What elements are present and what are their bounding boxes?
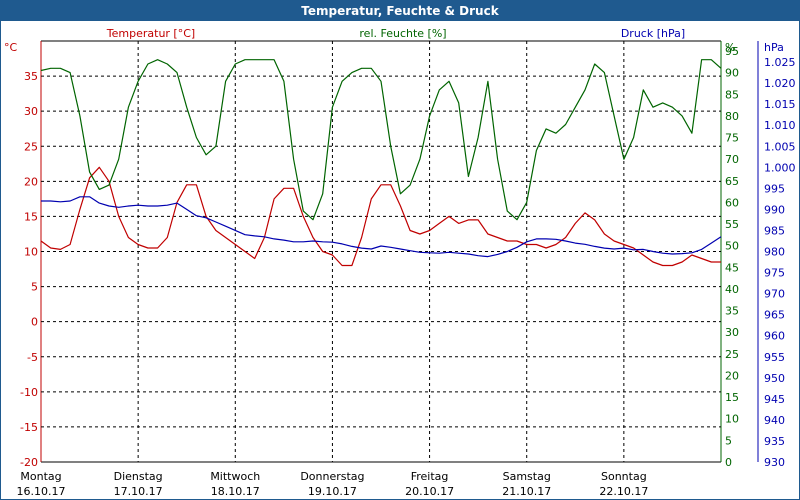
tick-label-temperature: -10 <box>20 386 38 399</box>
series-pressure <box>41 196 722 258</box>
x-label-day: Mittwoch <box>210 470 260 483</box>
tick-label-pressure: 955 <box>764 351 785 364</box>
tick-label-pressure: 1.010 <box>764 119 796 132</box>
x-label-day: Dienstag <box>114 470 163 483</box>
legend-temperature: Temperatur [°C] <box>106 27 195 40</box>
tick-label-humidity: 10 <box>725 413 739 426</box>
tick-label-pressure: 970 <box>764 288 785 301</box>
tick-label-pressure: 995 <box>764 182 785 195</box>
tick-label-temperature: 25 <box>24 140 38 153</box>
tick-label-temperature: 30 <box>24 105 38 118</box>
tick-label-temperature: 10 <box>24 246 38 259</box>
tick-label-temperature: 5 <box>31 281 38 294</box>
tick-label-temperature: 15 <box>24 210 38 223</box>
x-label-day: Sonntag <box>601 470 647 483</box>
tick-label-pressure: 930 <box>764 456 785 469</box>
tick-label-humidity: 30 <box>725 326 739 339</box>
tick-label-pressure: 950 <box>764 372 785 385</box>
x-label-day: Samstag <box>503 470 551 483</box>
tick-label-pressure: 935 <box>764 435 785 448</box>
tick-label-pressure: 975 <box>764 267 785 280</box>
x-label-date: 16.10.17 <box>17 485 66 498</box>
left-axis-ticks: 35 30 25 20 15 10 5 0 -5 -10 -15 -20 <box>20 70 38 469</box>
tick-label-pressure: 965 <box>764 309 785 322</box>
tick-label-humidity: 25 <box>725 348 739 361</box>
tick-label-humidity: 75 <box>725 132 739 145</box>
tick-label-humidity: 90 <box>725 67 739 80</box>
tick-label-pressure: 980 <box>764 246 785 259</box>
x-axis-ticks: Montag 16.10.17 Dienstag 17.10.17 Mittwoch 18… <box>17 470 649 498</box>
tick-label-pressure: 940 <box>764 414 785 427</box>
tick-label-pressure: 1.020 <box>764 77 796 90</box>
tick-label-humidity: 20 <box>725 369 739 382</box>
tick-label-humidity: 45 <box>725 261 739 274</box>
series-lines <box>40 59 722 267</box>
tick-label-humidity: 50 <box>725 240 739 253</box>
tick-label-humidity: 35 <box>725 305 739 318</box>
tick-label-temperature: 0 <box>31 316 38 329</box>
unit-right-percent: % <box>725 41 735 54</box>
tick-label-pressure: 990 <box>764 203 785 216</box>
tick-label-pressure: 1.000 <box>764 161 796 174</box>
tick-label-pressure: 1.005 <box>764 140 796 153</box>
tick-label-humidity: 65 <box>725 175 739 188</box>
tick-label-pressure: 985 <box>764 224 785 237</box>
series-humidity <box>40 59 722 221</box>
tick-label-temperature: -5 <box>27 351 38 364</box>
x-label-date: 21.10.17 <box>502 485 551 498</box>
grid-lines <box>40 40 759 463</box>
tick-label-humidity: 0 <box>725 456 732 469</box>
tick-label-humidity: 80 <box>725 110 739 123</box>
x-label-day: Donnerstag <box>300 470 364 483</box>
tick-label-pressure: 960 <box>764 330 785 343</box>
legend-humidity: rel. Feuchte [%] <box>359 27 446 40</box>
x-label-date: 17.10.17 <box>114 485 163 498</box>
tick-label-humidity: 55 <box>725 218 739 231</box>
tick-label-temperature: -20 <box>20 456 38 469</box>
tick-label-temperature: -15 <box>20 421 38 434</box>
tick-label-humidity: 15 <box>725 391 739 404</box>
legend-pressure: Druck [hPa] <box>621 27 685 40</box>
tick-label-humidity: 40 <box>725 283 739 296</box>
x-label-date: 22.10.17 <box>599 485 648 498</box>
tick-label-humidity: 95 <box>725 45 739 58</box>
x-label-day: Freitag <box>411 470 449 483</box>
x-label-date: 20.10.17 <box>405 485 454 498</box>
tick-label-temperature: 20 <box>24 175 38 188</box>
x-label-day: Montag <box>20 470 61 483</box>
tick-label-humidity: 60 <box>725 196 739 209</box>
unit-left-celsius: °C <box>4 41 18 54</box>
tick-label-temperature: 35 <box>24 70 38 83</box>
series-temperature <box>40 166 721 267</box>
unit-right-hpa: hPa <box>764 41 784 54</box>
tick-label-humidity: 5 <box>725 434 732 447</box>
tick-label-humidity: 85 <box>725 88 739 101</box>
tick-label-pressure: 945 <box>764 393 785 406</box>
tick-label-pressure: 1.025 <box>764 56 796 69</box>
tick-label-pressure: 1.015 <box>764 98 796 111</box>
tick-label-humidity: 70 <box>725 153 739 166</box>
chart-title: Temperatur, Feuchte & Druck <box>1 1 799 21</box>
pressure-axis-ticks: 1.025 1.020 1.015 1.010 1.005 1.000 995 990 985 9… <box>764 56 796 469</box>
x-label-date: 19.10.17 <box>308 485 357 498</box>
x-label-date: 18.10.17 <box>211 485 260 498</box>
